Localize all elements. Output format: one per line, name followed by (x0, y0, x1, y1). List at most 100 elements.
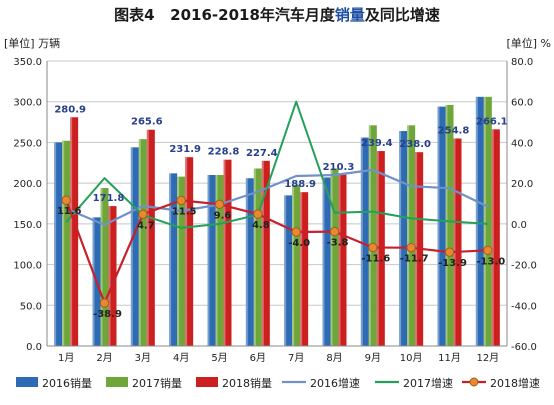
title-prefix: 2016-2018年汽车月度 (170, 6, 335, 24)
bar-highlight (475, 96, 478, 346)
bar (108, 206, 117, 346)
bar (169, 173, 178, 346)
bar (322, 177, 331, 346)
bar-highlight (146, 129, 149, 346)
growth-value-label: 4.7 (137, 220, 155, 231)
growth-value-label: 4.8 (252, 220, 270, 231)
bar-value-label: 227.4 (246, 148, 278, 159)
x-tick-label: 10月 (400, 352, 423, 364)
bar (284, 195, 293, 346)
growth-value-label: 11.5 (172, 206, 197, 217)
figure-label: 图表4 (114, 6, 155, 24)
bar (207, 175, 216, 346)
left-tick-label: 150.0 (13, 220, 42, 231)
bar-highlight (399, 131, 402, 346)
bar-value-label: 188.9 (284, 179, 316, 190)
bar-highlight (138, 139, 141, 346)
bar-highlight (62, 140, 65, 346)
bar (360, 137, 369, 346)
growth-value-label: 9.6 (214, 210, 232, 221)
growth-marker (176, 195, 186, 206)
legend-label: 2018增速 (490, 376, 540, 390)
series-line (65, 100, 488, 229)
left-tick-label: 200.0 (13, 179, 42, 190)
left-axis-unit: [单位] 万辆 (4, 37, 61, 50)
growth-marker (291, 227, 301, 237)
bar-highlight (177, 176, 180, 346)
growth-marker (483, 245, 493, 256)
bar-value-label: 171.8 (93, 193, 125, 204)
bar-highlight (54, 142, 57, 346)
bar (338, 174, 347, 346)
bar (300, 192, 309, 346)
growth-value-label: 11.6 (57, 206, 82, 217)
bar (368, 125, 377, 346)
legend-swatch (196, 377, 218, 387)
x-tick-label: 7月 (288, 352, 304, 364)
bar (130, 147, 139, 346)
left-tick-label: 350.0 (13, 57, 42, 68)
bar-value-label: 265.6 (131, 117, 163, 128)
left-tick-label: 300.0 (13, 98, 42, 109)
right-tick-label: -40.0 (511, 301, 537, 312)
bar (399, 131, 408, 346)
legend-swatch (16, 377, 38, 387)
bar-highlight (491, 129, 494, 346)
title-suffix: 及同比增速 (364, 6, 440, 24)
chart-title: 图表4 2016-2018年汽车月度销量及同比增速 (0, 4, 554, 25)
bar (223, 159, 232, 346)
bar-highlight (284, 195, 287, 346)
bar (330, 168, 339, 346)
title-highlight: 销量 (334, 6, 365, 24)
bar (138, 139, 147, 346)
growth-value-label: -38.9 (93, 309, 122, 320)
right-tick-label: 60.0 (511, 98, 533, 109)
bar (146, 129, 155, 346)
bar (483, 96, 492, 346)
bar (253, 168, 262, 346)
bar-highlight (322, 177, 325, 346)
bar-highlight (330, 168, 333, 346)
x-tick-label: 12月 (476, 352, 499, 364)
bar-value-label: 231.9 (169, 144, 201, 155)
bar-highlight (223, 159, 226, 346)
bar-value-label: 239.4 (361, 138, 393, 149)
bar-highlight (338, 174, 341, 346)
growth-marker (444, 247, 455, 257)
legend-label: 2016增速 (310, 376, 360, 390)
growth-value-label: -3.8 (327, 238, 349, 249)
bar-highlight (130, 147, 133, 346)
right-axis-unit: [单位] % (506, 37, 551, 50)
bar-highlight (453, 138, 456, 346)
bar (245, 178, 254, 346)
growth-marker (253, 209, 263, 219)
growth-value-label: -13.9 (438, 258, 467, 269)
growth-value-label: -11.6 (361, 253, 390, 264)
x-tick-label: 11月 (438, 352, 461, 364)
x-tick-label: 6月 (250, 352, 266, 364)
x-tick-label: 5月 (211, 352, 227, 364)
bar-highlight (300, 192, 303, 346)
bar-value-label: 210.3 (323, 162, 355, 173)
legend-label: 2016销量 (42, 376, 92, 390)
growth-marker (329, 226, 340, 237)
legend-label: 2017增速 (403, 376, 453, 390)
legend-marker (469, 377, 479, 387)
bar-value-label: 280.9 (54, 104, 86, 115)
bar-value-label: 266.1 (476, 116, 508, 127)
bar-highlight (169, 173, 172, 346)
bar-highlight (483, 96, 486, 346)
growth-marker (61, 195, 71, 205)
right-tick-label: 0.0 (511, 220, 527, 231)
bar-value-label: 228.8 (208, 147, 240, 158)
x-tick-label: 2月 (96, 352, 112, 364)
x-tick-label: 1月 (58, 352, 74, 364)
bar-highlight (292, 184, 295, 346)
bar-highlight (261, 160, 264, 346)
left-tick-label: 0.0 (26, 342, 42, 353)
bar-highlight (437, 106, 440, 346)
right-tick-label: -20.0 (511, 261, 537, 272)
growth-value-label: -4.0 (288, 238, 310, 249)
bar-highlight (92, 217, 95, 346)
